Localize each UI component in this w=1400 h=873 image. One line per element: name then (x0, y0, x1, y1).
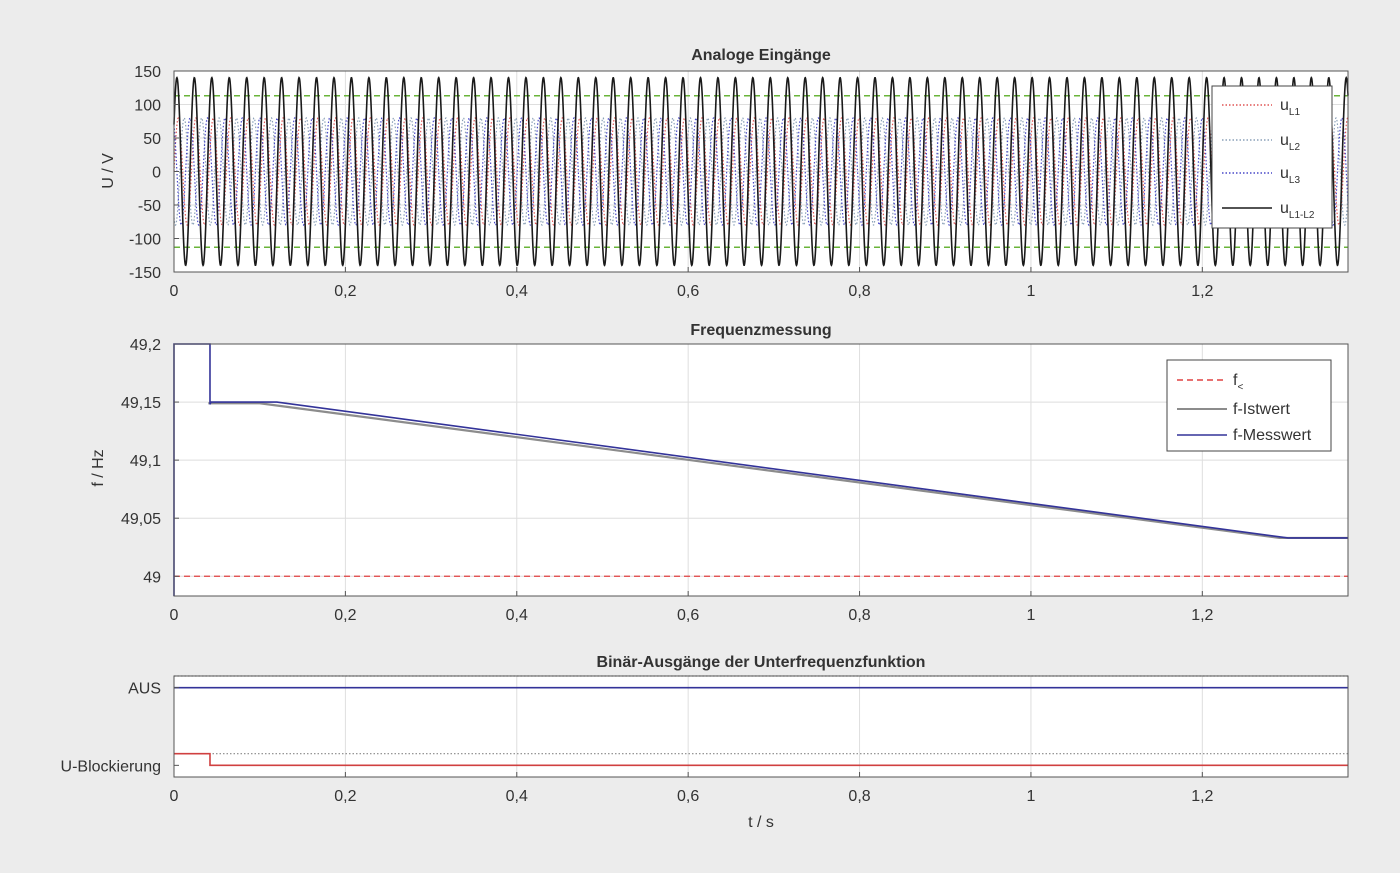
chart-title: Binär-Ausgänge der Unterfrequenzfunktion (597, 654, 926, 671)
y-tick-labels: AUS U-Blockierung (61, 681, 179, 775)
y-tick-label: 49,2 (130, 337, 161, 354)
chart-title: Analoge Eingänge (691, 47, 831, 64)
y-tick-label: 50 (143, 131, 161, 148)
x-tick-label: 0,4 (506, 283, 528, 300)
x-tick-label: 1 (1026, 607, 1035, 624)
y-tick-label: 49,05 (121, 511, 161, 528)
y-tick-labels: 49,2 49,15 49,1 49,05 49 (121, 337, 179, 586)
y-tick-label: 49 (143, 569, 161, 586)
y-tick-label: 100 (134, 98, 161, 115)
x-tick-labels: 0 0,2 0,4 0,6 0,8 1 1,2 (170, 772, 1214, 805)
x-tick-label: 0,2 (334, 283, 356, 300)
y-tick-label: -50 (138, 198, 161, 215)
x-tick-label: 1 (1026, 788, 1035, 805)
y-tick-label: -150 (129, 265, 161, 282)
chart-binaer-ausgaenge: Binär-Ausgänge der Unterfrequenzfunktion… (61, 654, 1349, 831)
x-tick-label: 0,4 (506, 788, 528, 805)
legend-label-ul1-l2: uL1-L2 (1280, 200, 1315, 221)
plot-area (174, 676, 1348, 777)
y-tick-label: 49,1 (130, 453, 161, 470)
x-tick-label: 1,2 (1191, 788, 1213, 805)
x-tick-label: 0,2 (334, 607, 356, 624)
series-line-u-blockierung (174, 752, 1348, 767)
y-tick-label: -100 (129, 232, 161, 249)
x-tick-label: 1,2 (1191, 607, 1213, 624)
chart-analoge-eingaenge: Analoge Eingänge 0 0,2 0,4 0,6 0,8 1 1,2 150 10… (100, 47, 1349, 300)
series-group (174, 675, 1348, 767)
x-tick-label: 1,2 (1191, 283, 1213, 300)
legend-label-ul3: uL3 (1280, 165, 1300, 186)
legend: f< f-Istwert f-Messwert (1166, 359, 1332, 452)
x-tick-labels: 0 0,2 0,4 0,6 0,8 1 1,2 (170, 267, 1214, 300)
x-tick-label: 0,2 (334, 788, 356, 805)
y-tick-label: 150 (134, 64, 161, 81)
y-axis-label: f / Hz (90, 449, 107, 486)
chart-title: Frequenzmessung (690, 322, 831, 339)
legend-label-ul2: uL2 (1280, 132, 1300, 153)
x-tick-label: 0,6 (677, 283, 699, 300)
legend-label-f-istwert: f-Istwert (1233, 401, 1290, 418)
series-line-ul1-l2 (173, 76, 1349, 267)
legend-label-f-limit: f< (1233, 372, 1243, 393)
chart-frequenzmessung: Frequenzmessung 0 0,2 0,4 0,6 0,8 1 1,2 49,249… (90, 322, 1349, 624)
x-tick-label: 0 (170, 788, 179, 805)
x-tick-label: 0,6 (677, 788, 699, 805)
plot-border (173, 675, 1349, 778)
x-tick-label: 0 (170, 607, 179, 624)
x-tick-label: 0,8 (848, 788, 870, 805)
y-tick-label: AUS (128, 681, 161, 698)
y-tick-label: U-Blockierung (61, 758, 161, 775)
x-tick-label: 1 (1026, 283, 1035, 300)
y-axis-label: U / V (100, 153, 117, 189)
plot-border (173, 343, 1349, 597)
x-tick-label: 0,8 (848, 283, 870, 300)
y-tick-labels: 150 100 50 0 -50 -100 -150 (129, 64, 179, 282)
series-line-ul1 (173, 117, 1349, 226)
legend: uL1 uL2 uL3 uL1-L2 (1211, 85, 1333, 229)
x-tick-label: 0,6 (677, 607, 699, 624)
x-axis-label: t / s (748, 814, 774, 831)
legend-box (1166, 359, 1332, 452)
y-tick-label: 0 (152, 165, 161, 182)
series-group (173, 76, 1349, 267)
y-tick-label: 49,15 (121, 395, 161, 412)
legend-label-ul1: uL1 (1280, 97, 1300, 118)
x-tick-label: 0 (170, 283, 179, 300)
legend-label-f-messwert: f-Messwert (1233, 427, 1312, 444)
x-tick-label: 0,8 (848, 607, 870, 624)
x-tick-label: 0,4 (506, 607, 528, 624)
x-tick-labels: 0 0,2 0,4 0,6 0,8 1 1,2 (170, 591, 1214, 624)
series-line-ul3 (173, 117, 1349, 226)
legend-box (1211, 85, 1333, 229)
